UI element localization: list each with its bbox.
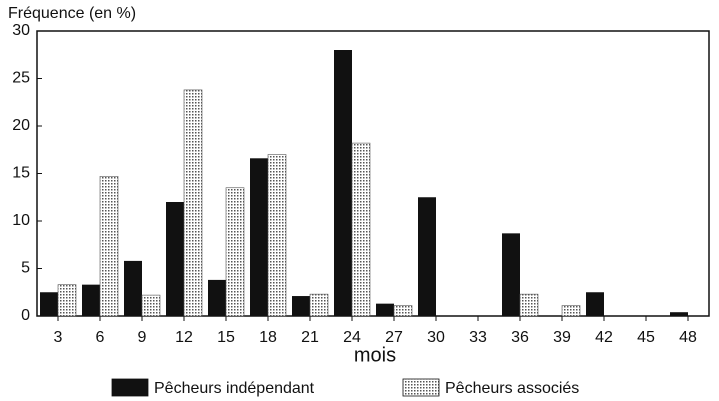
- bar: [208, 279, 226, 316]
- y-tick-label: 25: [12, 70, 30, 87]
- bar: [393, 305, 413, 317]
- bar: [57, 284, 77, 317]
- bar: [99, 176, 119, 317]
- x-tick-label: 21: [301, 329, 319, 346]
- x-tick-label: 30: [427, 329, 445, 346]
- bar: [561, 305, 581, 317]
- x-tick-label: 6: [96, 329, 105, 346]
- legend-swatch: [402, 378, 440, 397]
- x-tick-label: 12: [175, 329, 193, 346]
- x-tick-label: 18: [259, 329, 277, 346]
- x-tick-label: 42: [595, 329, 613, 346]
- bar: [40, 292, 58, 316]
- legend-label: Pêcheurs indépendant: [154, 380, 315, 397]
- y-axis-label: Fréquence (en %): [8, 5, 136, 22]
- x-tick-label: 45: [637, 329, 655, 346]
- bar: [141, 294, 161, 317]
- bar: [586, 292, 604, 316]
- bar: [166, 202, 184, 316]
- x-tick-label: 27: [385, 329, 403, 346]
- x-tick-label: 24: [343, 329, 361, 346]
- bar: [183, 89, 203, 317]
- bar: [124, 260, 142, 316]
- x-axis-label: mois: [354, 344, 396, 366]
- bar: [418, 197, 436, 316]
- bar: [267, 154, 287, 317]
- bar: [250, 158, 268, 316]
- y-tick-label: 30: [12, 22, 30, 39]
- bar: [376, 303, 394, 316]
- y-tick-label: 10: [12, 212, 30, 229]
- y-tick-label: 0: [21, 307, 30, 324]
- bar: [351, 142, 371, 317]
- x-tick-label: 36: [511, 329, 529, 346]
- bar: [309, 293, 329, 317]
- bar: [502, 233, 520, 316]
- x-tick-label: 48: [679, 329, 697, 346]
- y-tick-label: 5: [21, 260, 30, 277]
- bar: [334, 50, 352, 316]
- legend-label: Pêcheurs associés: [445, 380, 579, 397]
- x-tick-label: 3: [54, 329, 63, 346]
- bar: [225, 187, 245, 317]
- x-tick-label: 33: [469, 329, 487, 346]
- legend-swatch: [111, 378, 149, 397]
- x-tick-label: 15: [217, 329, 235, 346]
- bar: [670, 312, 688, 316]
- bar: [519, 293, 539, 317]
- y-tick-label: 20: [12, 117, 30, 134]
- bar: [82, 284, 100, 316]
- bar: [292, 296, 310, 316]
- x-tick-label: 9: [138, 329, 147, 346]
- y-tick-label: 15: [12, 165, 30, 182]
- x-tick-label: 39: [553, 329, 571, 346]
